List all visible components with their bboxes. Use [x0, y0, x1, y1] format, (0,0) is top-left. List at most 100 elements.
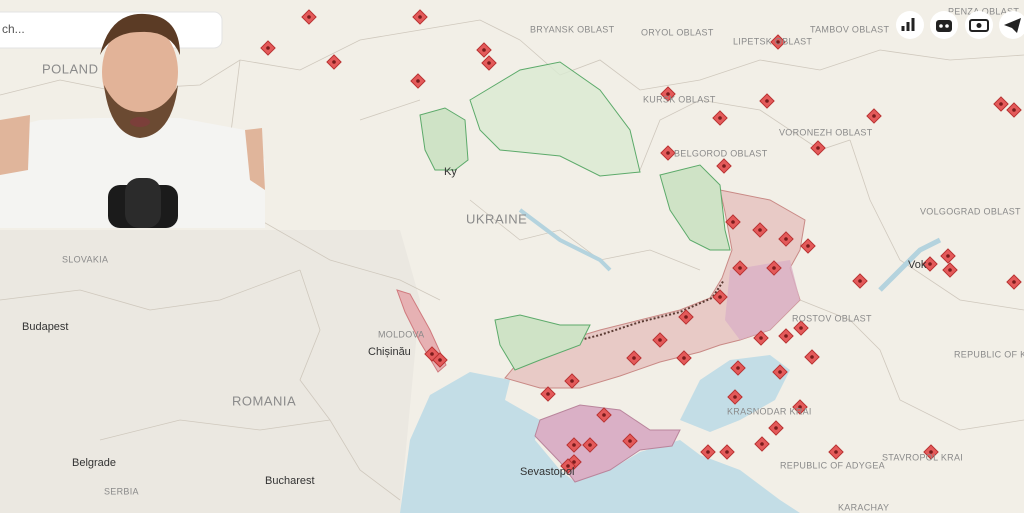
- city-label: Ky: [444, 166, 457, 178]
- donate-button[interactable]: [965, 11, 993, 39]
- marker-dot: [566, 464, 570, 468]
- marker-dot: [928, 262, 932, 266]
- search-placeholder: ch...: [2, 22, 25, 36]
- marker-dot: [666, 151, 670, 155]
- city-label: Belgrade: [72, 457, 116, 469]
- marker-dot: [778, 370, 782, 374]
- marker-dot: [758, 228, 762, 232]
- region-label: ORYOL OBLAST: [641, 27, 714, 37]
- marker-dot: [1012, 108, 1016, 112]
- country-label: POLAND: [42, 61, 98, 76]
- region-label: KARACHAY: [838, 502, 889, 512]
- marker-dot: [858, 279, 862, 283]
- marker-dot: [738, 266, 742, 270]
- region-label: BRYANSK OBLAST: [530, 24, 615, 34]
- marker-dot: [632, 356, 636, 360]
- marker-dot: [438, 358, 442, 362]
- bot-button[interactable]: [930, 11, 958, 39]
- marker-dot: [706, 450, 710, 454]
- marker-dot: [760, 442, 764, 446]
- marker-dot: [602, 413, 606, 417]
- marker-dot: [572, 460, 576, 464]
- region-label: VORONEZH OBLAST: [779, 127, 873, 137]
- marker-dot: [418, 15, 422, 19]
- stats-button[interactable]: [896, 11, 924, 39]
- city-label: Bucharest: [265, 475, 315, 487]
- relief-area: [0, 230, 420, 513]
- marker-dot: [774, 426, 778, 430]
- marker-dot: [682, 356, 686, 360]
- marker-dot: [999, 102, 1003, 106]
- region-label: REPUBLIC OF KALMYKIA: [954, 349, 1024, 359]
- liberated-area: [419, 107, 469, 171]
- marker-dot: [307, 15, 311, 19]
- marker-dot: [810, 355, 814, 359]
- marker-dot: [658, 338, 662, 342]
- marker-dot: [772, 266, 776, 270]
- marker-dot: [718, 116, 722, 120]
- city-label: Sevastopol: [520, 466, 574, 478]
- marker-dot: [872, 114, 876, 118]
- liberated-area: [659, 164, 731, 251]
- marker-dot: [776, 40, 780, 44]
- marker-dot: [784, 334, 788, 338]
- marker-dot: [731, 220, 735, 224]
- marker-dot: [784, 237, 788, 241]
- marker-dot: [722, 164, 726, 168]
- country-label: SLOVAKIA: [62, 254, 108, 264]
- region-label: LIPETSK OBLAST: [733, 36, 812, 46]
- river: [878, 237, 942, 292]
- liberated-area: [494, 314, 591, 371]
- marker-dot: [798, 405, 802, 409]
- telegram-button[interactable]: [999, 11, 1024, 39]
- city-label: Vok: [908, 259, 927, 271]
- marker-dot: [482, 48, 486, 52]
- region-label: PENZA OBLAST: [948, 6, 1019, 16]
- occupied-area: [725, 260, 800, 340]
- marker-dot: [416, 79, 420, 83]
- river: [518, 208, 612, 272]
- marker-dot: [725, 450, 729, 454]
- region-label: STAVROPOL KRAI: [882, 452, 963, 462]
- marker-dot: [759, 336, 763, 340]
- markers: [260, 9, 1022, 474]
- marker-dot: [546, 392, 550, 396]
- marker-dot: [570, 379, 574, 383]
- marker-dot: [929, 450, 933, 454]
- marker-dot: [684, 315, 688, 319]
- marker-dot: [430, 352, 434, 356]
- region-label: TAMBOV OBLAST: [810, 24, 889, 34]
- marker-dot: [733, 395, 737, 399]
- region-label: KURSK OBLAST: [643, 94, 716, 104]
- marker-dot: [666, 92, 670, 96]
- region-label: REPUBLIC OF ADYGEA: [780, 460, 885, 470]
- marker-dot: [588, 443, 592, 447]
- borders: [0, 19, 1024, 501]
- marker-dot: [487, 61, 491, 65]
- region-label: VOLGOGRAD OBLAST: [920, 206, 1021, 216]
- presenter-video: [0, 13, 265, 228]
- city-label: Budapest: [22, 321, 68, 333]
- marker-dot: [816, 146, 820, 150]
- marker-dot: [765, 99, 769, 103]
- marker-dot: [946, 254, 950, 258]
- marker-dot: [948, 268, 952, 272]
- country-label: ROMANIA: [232, 393, 296, 408]
- liberated-area: [469, 61, 641, 177]
- marker-dot: [628, 439, 632, 443]
- region-label: KRASNODAR KRAI: [727, 406, 812, 416]
- marker-dot: [799, 326, 803, 330]
- marker-dot: [834, 450, 838, 454]
- country-label: UKRAINE: [466, 211, 527, 226]
- marker-dot: [736, 366, 740, 370]
- marker-dot: [1012, 280, 1016, 284]
- region-label: BELGOROD OBLAST: [674, 148, 768, 158]
- marker-dot: [718, 295, 722, 299]
- marker-dot: [806, 244, 810, 248]
- marker-dot: [266, 46, 270, 50]
- black-sea: [400, 372, 800, 513]
- marker-dot: [332, 60, 336, 64]
- marker-dot: [572, 443, 576, 447]
- city-label: Chișinău: [368, 346, 411, 358]
